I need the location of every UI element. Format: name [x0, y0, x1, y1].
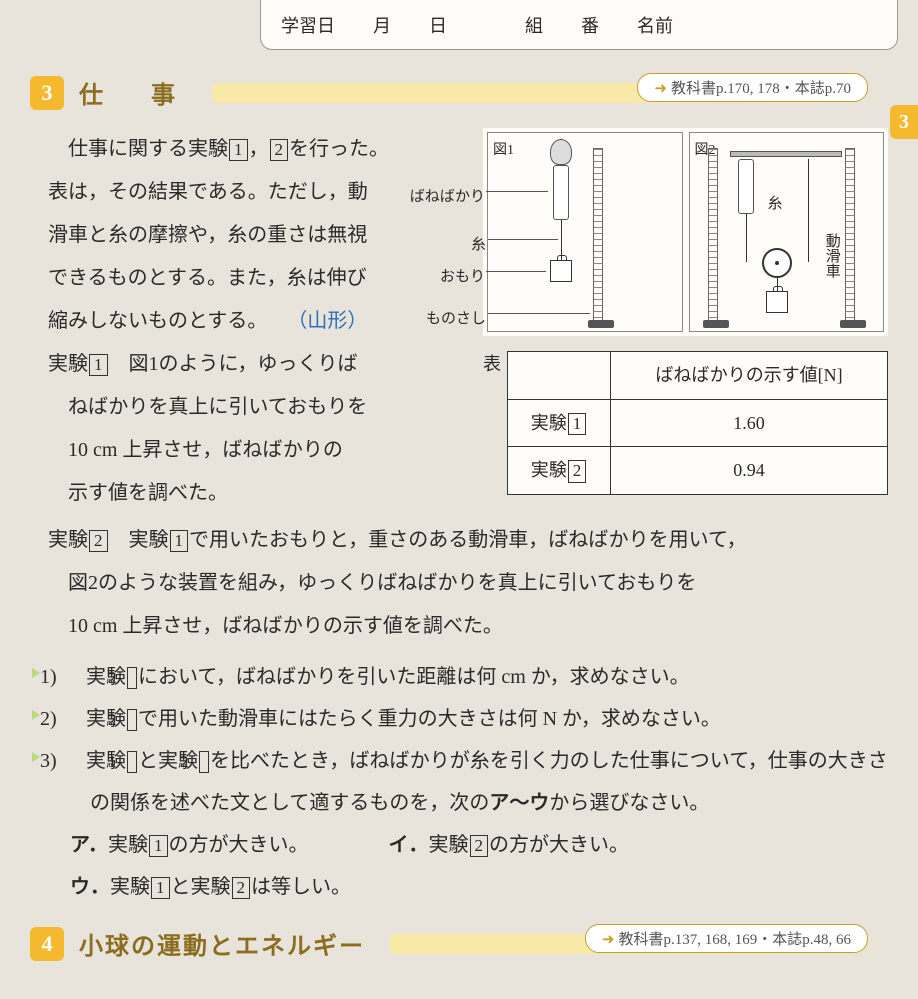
- table-header-blank: [508, 352, 611, 400]
- source-label: （山形）: [297, 310, 367, 332]
- spring-scale-1: [553, 165, 569, 220]
- section-3-badge: 3: [30, 76, 64, 110]
- table-label: 表: [483, 341, 501, 384]
- spring-scale-2: [738, 159, 754, 214]
- callout-line: [486, 271, 546, 272]
- choice-u: ウ．実験1と実験2は等しい。: [0, 866, 918, 908]
- q1-number: 1): [40, 666, 57, 688]
- intro-line3: 滑車と糸の摩擦や，糸の重さは無視: [48, 214, 468, 257]
- triangle-marker-icon: [32, 752, 40, 762]
- figure-column: 図1 ばねばかり 糸 おもり ものさし: [483, 128, 888, 515]
- table-row: ばねばかりの示す値[N]: [508, 352, 888, 400]
- exp2-body: 実験1で用いたおもりと，重さのある動滑車，ばねばかりを用いて，: [109, 529, 747, 551]
- figure-1: 図1 ばねばかり 糸 おもり ものさし: [487, 132, 683, 332]
- choices-row: ア．実験1の方が大きい。 イ．実験2の方が大きい。: [0, 824, 918, 866]
- ruler-2a: [708, 148, 718, 323]
- figure-2: 図2 糸 動滑車: [689, 132, 885, 332]
- exp2-label: 実験: [48, 529, 88, 551]
- exp1-label: 実験: [48, 353, 88, 375]
- section-3-header: 3 仕 事 ➜教科書p.170, 178・本誌p.70: [30, 75, 898, 110]
- exp1-line4: 示す値を調べた。: [68, 482, 228, 504]
- boxed-2: 2: [270, 139, 289, 161]
- q2-text: 実験2で用いた動滑車にはたらく重力の大きさは何 N か，求めなさい。: [66, 698, 888, 740]
- exp2-body-l3: 10 cm 上昇させ，ばねばかりの示す値を調べた。: [48, 605, 888, 648]
- section-4-badge: 4: [30, 927, 64, 961]
- label-number: 番: [581, 12, 599, 38]
- q2-number: 2): [40, 708, 57, 730]
- intro-line5: 縮みしないものとする。: [48, 310, 297, 332]
- ruler-1: [593, 148, 603, 323]
- callout-pulley: 動滑車: [816, 233, 848, 278]
- section-3-content: 仕事に関する実験1，2を行った。 表は，その結果である。ただし，動 滑車と糸の摩…: [0, 120, 918, 648]
- table-header-value: ばねばかりの示す値[N]: [611, 352, 888, 400]
- label-class: 組: [525, 12, 543, 38]
- exp1-line3: 10 cm 上昇させ，ばねばかりの: [68, 439, 343, 461]
- exp1-line1: 図1のように，ゆっくりば: [109, 353, 358, 375]
- question-3: 3) 実験1と実験2を比べたとき，ばねばかりが糸を引く力のした仕事について，仕事…: [40, 740, 888, 824]
- table-cell: 実験2: [508, 447, 611, 495]
- study-info-bar: 学習日 月 日 組 番 名前: [260, 0, 898, 50]
- arrow-icon: ➜: [654, 81, 667, 97]
- label-month: 月: [373, 12, 391, 38]
- page-ref-text-4: 教科書p.137, 168, 169・本誌p.48, 66: [618, 932, 851, 948]
- fig1-label: 図1: [493, 136, 514, 166]
- intro-line1b: ，: [249, 138, 269, 160]
- intro-line1a: 仕事に関する実験: [48, 138, 228, 160]
- table-cell: 0.94: [611, 447, 888, 495]
- pulley-icon: [762, 248, 792, 278]
- choice-i: イ．実験2の方が大きい。: [389, 824, 630, 866]
- page-reference-4: ➜教科書p.137, 168, 169・本誌p.48, 66: [585, 924, 868, 953]
- page-ref-text: 教科書p.170, 178・本誌p.70: [671, 81, 851, 97]
- table-row: 実験1 1.60: [508, 399, 888, 447]
- support-bar: [730, 151, 842, 157]
- choice-a: ア．実験1の方が大きい。: [70, 824, 309, 866]
- triangle-marker-icon: [32, 710, 40, 720]
- section-4-header: 4 小球の運動とエネルギー ➜教科書p.137, 168, 169・本誌p.48…: [30, 926, 898, 961]
- callout-spring: ばねばかり: [400, 181, 485, 213]
- question-2: 2) 実験2で用いた動滑車にはたらく重力の大きさは何 N か，求めなさい。: [40, 698, 888, 740]
- callout-thread: 糸: [458, 229, 486, 261]
- q3-number: 3): [40, 750, 57, 772]
- page-reference-3: ➜教科書p.170, 178・本誌p.70: [637, 73, 868, 102]
- arrow-icon: ➜: [602, 932, 615, 948]
- section-4-title: 小球の運動とエネルギー: [79, 926, 365, 961]
- label-study-day: 学習日: [281, 12, 335, 38]
- q3-text: 実験1と実験2を比べたとき，ばねばかりが糸を引く力のした仕事について，仕事の大き…: [66, 740, 888, 824]
- label-name: 名前: [637, 12, 673, 38]
- section-3-title: 仕 事: [79, 75, 187, 110]
- table-row: 実験2 0.94: [508, 447, 888, 495]
- results-table: ばねばかりの示す値[N] 実験1 1.60 実験2 0.94: [507, 351, 888, 495]
- hand-icon: [550, 139, 572, 165]
- question-1: 1) 実験2において，ばねばかりを引いた距離は何 cm か，求めなさい。: [40, 656, 888, 698]
- question-list: 1) 実験2において，ばねばかりを引いた距離は何 cm か，求めなさい。 2) …: [0, 648, 918, 824]
- thread-2a: [746, 214, 747, 262]
- weight-1: [550, 260, 572, 282]
- exp1-num: 1: [89, 354, 108, 376]
- label-day: 日: [429, 12, 447, 38]
- callout-line: [486, 191, 548, 192]
- triangle-marker-icon: [32, 668, 40, 678]
- weight-2: [766, 291, 788, 313]
- exp2-num: 2: [89, 530, 108, 552]
- callout-line: [488, 313, 590, 314]
- boxed-1: 1: [229, 139, 248, 161]
- thread-2b: [808, 159, 809, 262]
- next-page-peek-badge: 3: [890, 105, 918, 139]
- thread-1: [561, 220, 562, 260]
- callout-ruler: ものさし: [416, 303, 486, 335]
- callout-weight: おもり: [430, 261, 485, 293]
- callout-line: [488, 239, 558, 240]
- table-cell: 1.60: [611, 399, 888, 447]
- q1-text: 実験2において，ばねばかりを引いた距離は何 cm か，求めなさい。: [66, 656, 888, 698]
- exp2-body-l2: 図2のような装置を組み，ゆっくりばねばかりを真上に引いておもりを: [48, 562, 888, 605]
- intro-line1c: を行った。: [289, 138, 389, 160]
- exp1-line2: ねばかりを真上に引いておもりを: [68, 396, 367, 418]
- table-cell: 実験1: [508, 399, 611, 447]
- callout-thread-2: 糸: [768, 188, 783, 220]
- intro-line4: できるものとする。また，糸は伸び: [48, 257, 468, 300]
